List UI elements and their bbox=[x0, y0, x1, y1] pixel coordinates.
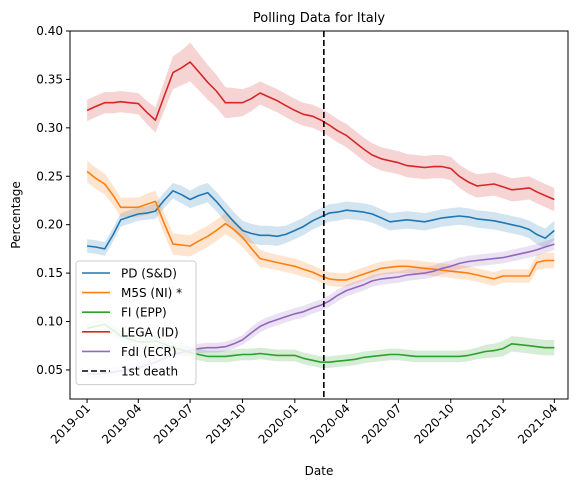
y-tick-label: 0.15 bbox=[36, 266, 63, 280]
band-fdi-ecr bbox=[87, 238, 555, 379]
band-lega-id bbox=[87, 42, 555, 212]
y-axis-label: Percentage bbox=[9, 181, 23, 249]
chart-title: Polling Data for Italy bbox=[253, 11, 385, 26]
y-axis-ticks: 0.05 0.10 0.15 0.20 0.25 0.30 0.35 0.40 bbox=[36, 24, 70, 377]
line-pd-s-d bbox=[87, 190, 555, 250]
plot-frame bbox=[69, 30, 569, 400]
y-tick-label: 0.40 bbox=[36, 24, 63, 38]
y-tick-label: 0.05 bbox=[36, 363, 63, 377]
legend: PD (S&D) M5S (NI) * FI (EPP) LEGA (ID) FdI (… bbox=[75, 260, 197, 386]
y-tick-label: 0.10 bbox=[36, 315, 63, 329]
legend-label: PD (S&D) bbox=[121, 267, 177, 281]
line-lega-id bbox=[86, 61, 555, 201]
band-m5s-ni bbox=[87, 160, 555, 287]
band-pd-s-d bbox=[87, 183, 555, 256]
line-m5s-ni bbox=[86, 170, 555, 281]
legend-label: LEGA (ID) bbox=[121, 325, 179, 339]
legend-label: FdI (ECR) bbox=[121, 345, 177, 359]
y-tick-label: 0.35 bbox=[36, 72, 63, 86]
legend-label: FI (EPP) bbox=[121, 306, 167, 320]
y-tick-label: 0.20 bbox=[36, 218, 63, 232]
y-tick-label: 0.25 bbox=[36, 169, 63, 183]
y-tick-label: 0.30 bbox=[36, 121, 63, 135]
x-axis-label: Date bbox=[305, 464, 334, 478]
legend-label: 1st death bbox=[121, 365, 178, 379]
legend-label: M5S (NI) * bbox=[121, 286, 182, 300]
